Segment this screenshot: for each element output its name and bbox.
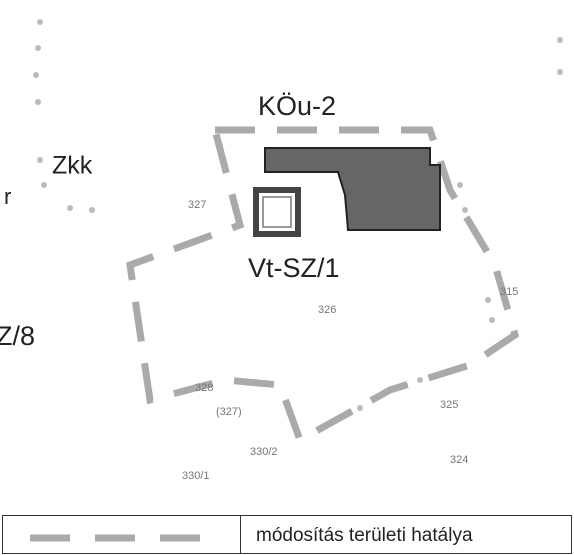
small-building-inner: [262, 196, 292, 228]
zone-label: Z/8: [0, 321, 35, 351]
lot-number: 330/1: [182, 470, 210, 482]
building: [264, 147, 441, 231]
lot-number: 326: [318, 304, 336, 316]
modification-boundary: [126, 126, 520, 446]
lot-number: (327): [216, 406, 242, 418]
lot-number: 330/2: [250, 446, 278, 458]
zone-label: KÖu-2: [258, 91, 336, 121]
dotted-lines: [33, 19, 563, 411]
lot-number: 324: [450, 454, 468, 466]
legend-label: módosítás területi hatálya: [256, 525, 473, 546]
lot-number: 328: [195, 382, 213, 394]
zone-label: r: [4, 184, 11, 209]
zone-label: Zkk: [52, 152, 93, 180]
zone-label: Vt-SZ/1: [248, 253, 340, 283]
lot-number: 327: [188, 199, 206, 211]
lot-number: 315: [500, 286, 518, 298]
lot-number: 325: [440, 399, 458, 411]
